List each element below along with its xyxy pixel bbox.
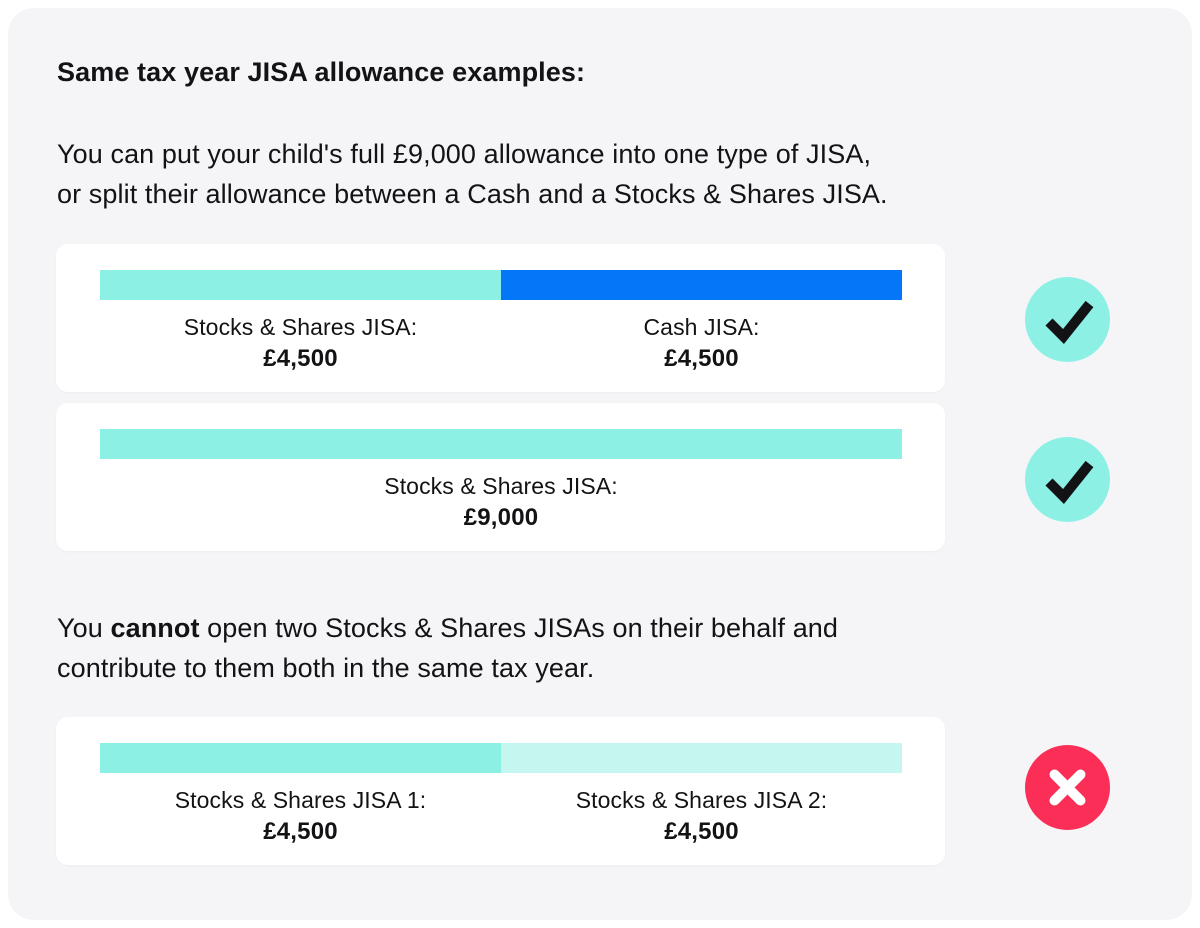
allowance-bar [100, 270, 902, 300]
page-title: Same tax year JISA allowance examples: [57, 57, 586, 87]
rule-pre: You [57, 613, 111, 643]
segment-value: £4,500 [263, 818, 338, 845]
bar-labels: Stocks & Shares JISA 1: £4,500 Stocks & … [100, 785, 902, 848]
rule-paragraph: You cannot open two Stocks & Shares JISA… [57, 608, 838, 688]
segment-label-group: Stocks & Shares JISA 1: £4,500 [100, 785, 501, 848]
segment-label: Stocks & Shares JISA 2: [575, 787, 828, 813]
example-card-two-stocks-shares: Stocks & Shares JISA 1: £4,500 Stocks & … [56, 717, 945, 865]
segment-label-group: Stocks & Shares JISA: £4,500 [100, 312, 501, 375]
rule-post: open two Stocks & Shares JISAs on their … [199, 613, 839, 643]
intro-line-2: or split their allowance between a Cash … [57, 179, 888, 209]
segment-label-group: Cash JISA: £4,500 [501, 312, 902, 375]
bar-segment-stocks-shares [100, 270, 501, 300]
segment-label: Stocks & Shares JISA: [183, 314, 418, 340]
segment-value: £4,500 [664, 818, 739, 845]
segment-value: £4,500 [263, 345, 338, 372]
bar-segment-stocks-shares-1 [100, 743, 501, 773]
jisa-examples-panel: Same tax year JISA allowance examples: Y… [8, 8, 1192, 920]
cross-icon [1025, 745, 1110, 830]
segment-label: Cash JISA: [643, 314, 760, 340]
segment-label: Stocks & Shares JISA 1: [174, 787, 427, 813]
segment-value: £4,500 [664, 345, 739, 372]
check-icon [1025, 437, 1110, 522]
segment-label-group: Stocks & Shares JISA: £9,000 [100, 471, 902, 534]
rule-emphasis: cannot [110, 613, 200, 643]
bar-segment-stocks-shares-2 [501, 743, 902, 773]
segment-label: Stocks & Shares JISA: [384, 473, 618, 499]
allowance-bar [100, 743, 902, 773]
example-card-full-allowance: Stocks & Shares JISA: £9,000 [56, 403, 945, 551]
check-icon [1025, 277, 1110, 362]
example-card-split-allowance: Stocks & Shares JISA: £4,500 Cash JISA: … [56, 244, 945, 392]
segment-label-group: Stocks & Shares JISA 2: £4,500 [501, 785, 902, 848]
bar-labels: Stocks & Shares JISA: £4,500 Cash JISA: … [100, 312, 902, 375]
bar-labels: Stocks & Shares JISA: £9,000 [100, 471, 902, 534]
segment-value: £9,000 [463, 504, 539, 531]
intro-line-1: You can put your child's full £9,000 all… [57, 139, 872, 169]
rule-line-2: contribute to them both in the same tax … [57, 653, 595, 683]
intro-paragraph: You can put your child's full £9,000 all… [57, 134, 888, 214]
bar-segment-cash [501, 270, 902, 300]
bar-segment-stocks-shares [100, 429, 902, 459]
allowance-bar [100, 429, 902, 459]
